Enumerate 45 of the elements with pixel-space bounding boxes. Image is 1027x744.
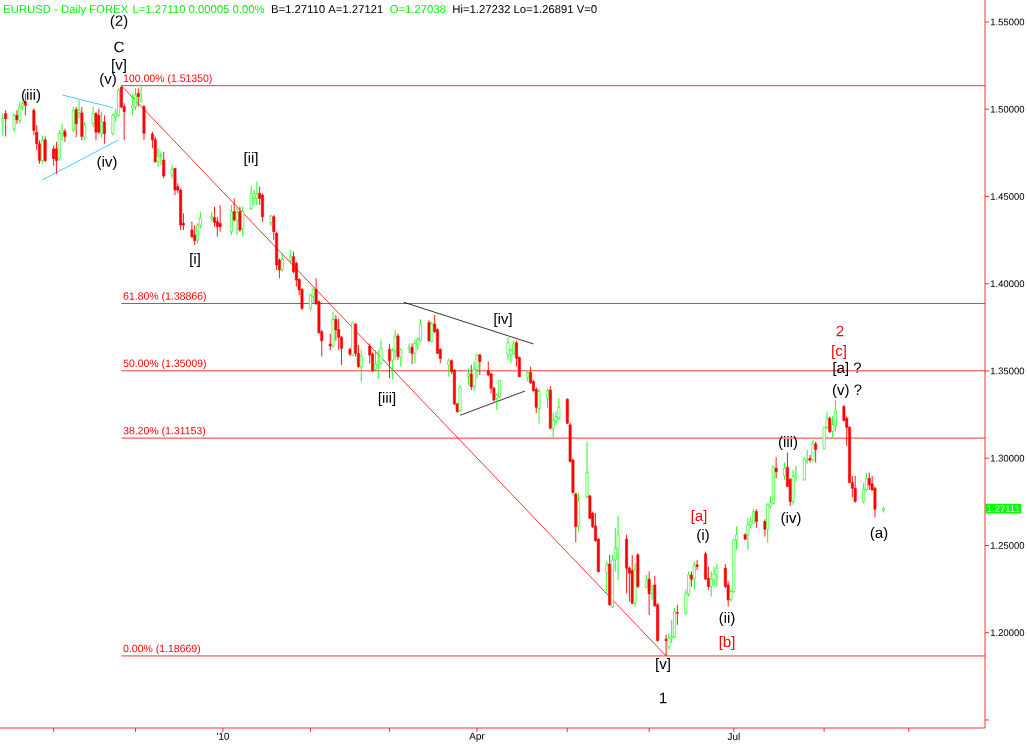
ref-line-label: 50.00% (1.35009) (123, 359, 206, 370)
annotation: [iii] (378, 392, 396, 406)
annotation: (iv) (781, 512, 801, 526)
y-tick-label: 1.55000 (990, 18, 1025, 26)
annotation: (iii) (778, 436, 798, 450)
ref-line-label: 61.80% (1.38866) (123, 292, 206, 302)
chart-title: EURUSD - Daily FOREX (4, 4, 128, 16)
annotation: [v] (656, 658, 670, 672)
y-tick-label: 1.35000 (990, 367, 1025, 375)
annotation: [v] (112, 59, 126, 73)
ref-line-label: 0.00% (1.18669) (123, 644, 201, 655)
annotation: (ii) (719, 612, 735, 626)
ref-line-label: 38.20% (1.31153) (123, 426, 206, 437)
annotation: C (114, 41, 124, 53)
annotation: [a] (691, 510, 707, 524)
annotation: 1 (659, 692, 667, 704)
annotation: (iii) (21, 89, 41, 103)
chart-subtitle: L=1.27110 0.00005 0.00% (133, 5, 265, 14)
y-tick-label: 1.25000 (990, 542, 1025, 549)
text: 1.27111 (987, 505, 1020, 512)
annotation: [c] (832, 345, 846, 359)
annotation: [a] ? (833, 362, 862, 376)
annotation: O=1.27038 (390, 5, 446, 14)
ref-line-label: 100.00% (1.51350) (123, 74, 212, 84)
annotation: 2 (836, 325, 844, 337)
annotation: [b] (719, 636, 735, 650)
y-tick-label: 1.20000 (990, 629, 1025, 637)
annotation: B=1.27110 A=1.27121 (271, 5, 383, 14)
annotation: (v) ? (832, 384, 862, 398)
annotation: [iv] (494, 313, 512, 327)
annotation: (v) (100, 73, 116, 87)
x-tick-label: '10 (216, 732, 230, 740)
annotation: [ii] (244, 152, 258, 166)
annotation: Hi=1.27232 Lo=1.26891 V=0 (453, 4, 597, 14)
x-tick-label: Jul (727, 732, 740, 741)
y-tick-label: 1.40000 (990, 280, 1025, 288)
annotation: [i] (190, 253, 200, 267)
annotation: (2) (110, 15, 128, 29)
annotation: (i) (697, 529, 709, 543)
annotation: (iv) (97, 156, 117, 170)
y-tick-label: 1.45000 (990, 193, 1025, 200)
y-tick-label: 1.50000 (990, 105, 1025, 113)
y-tick-label: 1.30000 (990, 454, 1025, 462)
annotation: (a) (870, 527, 888, 541)
x-tick-label: Apr (469, 732, 485, 742)
